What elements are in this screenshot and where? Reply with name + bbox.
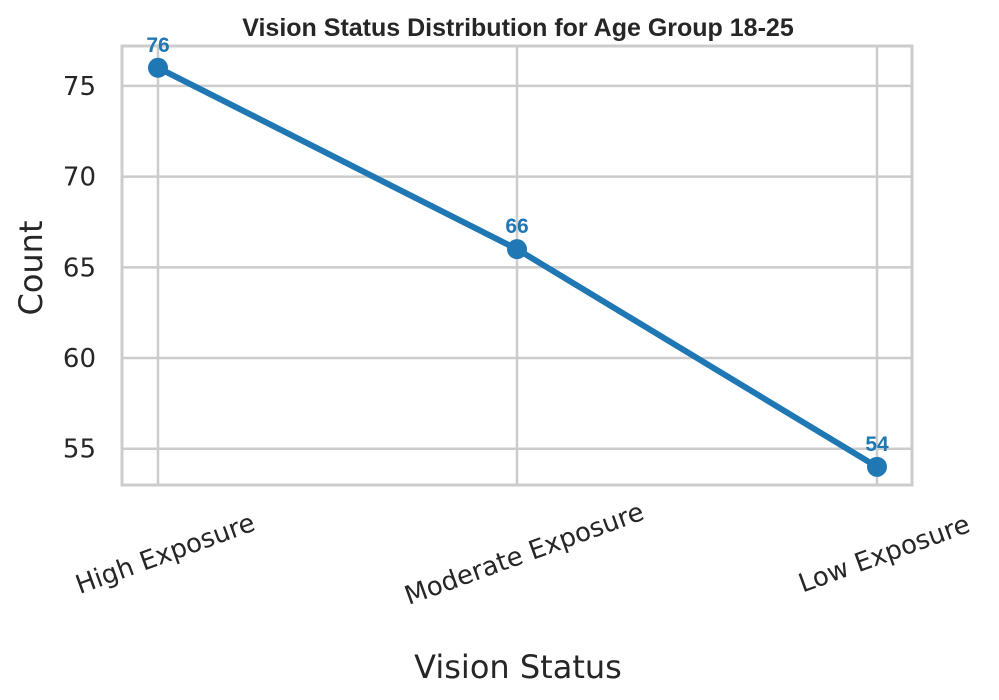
data-label: 54 <box>865 433 889 456</box>
data-point <box>867 456 887 477</box>
x-tick-label: High Exposure <box>72 508 259 601</box>
series-layer: 76 66 54 <box>146 34 889 477</box>
x-tick-label: Moderate Exposure <box>401 497 648 611</box>
x-axis-label: Vision Status <box>414 648 622 686</box>
data-label: 76 <box>146 34 169 57</box>
y-tick-label: 65 <box>63 253 96 283</box>
x-axis-ticks: High Exposure Moderate Exposure Low Exposu… <box>72 497 974 611</box>
y-tick-label: 60 <box>63 344 96 374</box>
x-tick-label: Low Exposure <box>795 510 974 600</box>
y-tick-label: 70 <box>63 163 96 193</box>
y-axis-label: Count <box>12 220 50 315</box>
data-point <box>148 57 168 78</box>
chart-title: Vision Status Distribution for Age Group… <box>242 14 794 42</box>
data-point <box>507 239 527 260</box>
y-tick-label: 55 <box>63 435 96 465</box>
y-tick-label: 75 <box>63 72 96 102</box>
grid-lines <box>122 46 912 485</box>
plot-frame <box>120 44 914 487</box>
y-axis-ticks: 55 60 65 70 75 <box>63 72 96 465</box>
data-label: 66 <box>505 215 528 238</box>
